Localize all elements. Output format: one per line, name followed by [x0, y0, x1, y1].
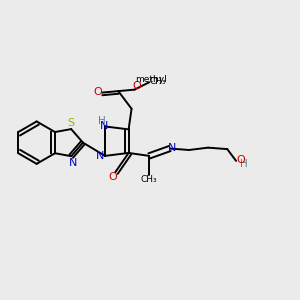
Text: methyl: methyl — [135, 75, 167, 84]
Text: O: O — [94, 87, 102, 97]
Text: O: O — [108, 172, 117, 182]
Text: H: H — [240, 159, 248, 169]
Text: O: O — [236, 155, 245, 165]
Text: N: N — [168, 142, 176, 153]
Text: N: N — [99, 121, 108, 131]
Text: H: H — [98, 116, 105, 126]
Text: CH₃: CH₃ — [149, 77, 166, 86]
Text: N: N — [68, 158, 77, 168]
Text: CH₃: CH₃ — [141, 175, 158, 184]
Text: S: S — [68, 118, 75, 128]
Text: O: O — [132, 81, 141, 91]
Text: N: N — [96, 152, 104, 161]
